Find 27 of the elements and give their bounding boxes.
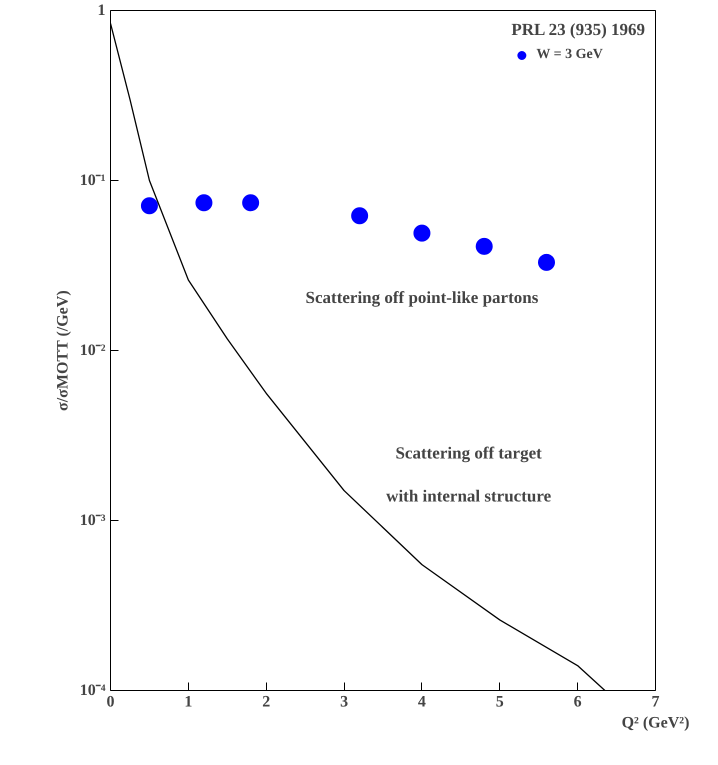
x-tick-label: 1: [184, 694, 192, 710]
point: [351, 207, 368, 224]
x-tick-label: 5: [496, 694, 504, 710]
x-tick-label: 6: [574, 694, 582, 710]
point: [413, 224, 430, 242]
y-tick-label: 1: [98, 2, 106, 19]
y-tick-label: 10⁻²: [80, 342, 106, 359]
x-tick-label: 4: [418, 694, 426, 710]
x-axis-title: Q² (GeV²): [622, 714, 690, 732]
legend-label: W = 3 GeV: [536, 47, 603, 63]
y-tick-label: 10⁻¹: [80, 172, 106, 189]
point: [242, 194, 260, 212]
x-tick-label: 7: [652, 694, 660, 710]
x-tick-label: 0: [106, 694, 114, 710]
y-axis-title: σ/σMOTT (/GeV): [54, 290, 72, 411]
x-tick-label: 2: [262, 694, 270, 710]
point: [476, 238, 493, 255]
point: [195, 194, 212, 212]
y-tick-label: 10⁻⁴: [80, 682, 106, 699]
line-series: [110, 22, 606, 690]
y-tick-label: 10⁻³: [80, 512, 106, 529]
x-tick-label: 3: [340, 694, 348, 710]
annotation: Scattering off point-like partons: [306, 288, 539, 308]
text: Scattering off target with internal structure: [386, 443, 552, 506]
point: [538, 254, 555, 271]
legend-title: PRL 23 (935) 1969: [511, 20, 645, 40]
point: [140, 197, 158, 214]
